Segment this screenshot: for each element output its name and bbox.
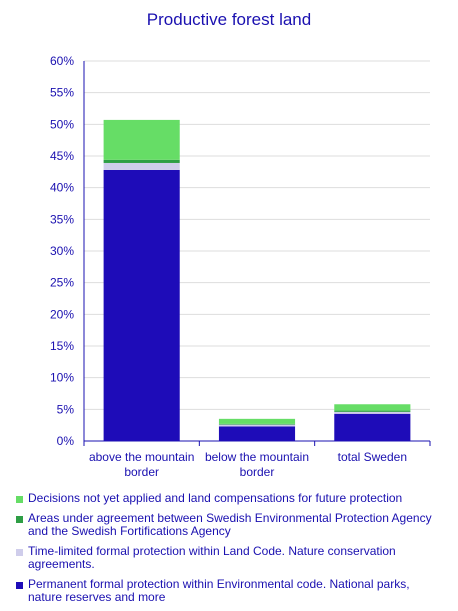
- y-tick-label: 55%: [50, 86, 74, 100]
- legend-item: Decisions not yet applied and land compe…: [16, 492, 446, 505]
- legend-item: Permanent formal protection within Envir…: [16, 578, 446, 604]
- legend-label: agreements.: [28, 557, 95, 571]
- y-tick-label: 50%: [50, 117, 74, 131]
- x-category-label: below the mountain: [205, 450, 309, 464]
- y-tick-label: 45%: [50, 149, 74, 163]
- legend-label: and the Swedish Fortifications Agency: [28, 524, 231, 538]
- x-category-label: above the mountain: [89, 450, 194, 464]
- bar-segment-1: [218, 426, 296, 441]
- x-category-label: border: [240, 465, 275, 479]
- bar-segment-3: [218, 423, 296, 425]
- bar-segment-4: [334, 404, 411, 411]
- legend-label: Permanent formal protection within Envir…: [28, 577, 410, 591]
- y-tick-label: 15%: [50, 339, 74, 353]
- legend-swatch: [16, 496, 23, 503]
- legend-swatch: [16, 582, 23, 589]
- y-tick-label: 40%: [50, 181, 74, 195]
- bar-segment-1: [334, 413, 411, 441]
- y-tick-label: 30%: [50, 244, 74, 258]
- bar-segment-1: [103, 169, 180, 441]
- bar-segment-2: [334, 411, 411, 414]
- y-tick-label: 25%: [50, 276, 74, 290]
- legend-item: Areas under agreement between Swedish En…: [16, 512, 446, 538]
- chart-title: Productive forest land: [146, 10, 312, 29]
- bar-segment-2: [218, 424, 296, 427]
- legend-label: Areas under agreement between Swedish En…: [28, 511, 432, 525]
- legend-label: nature reserves and more: [28, 590, 166, 604]
- y-tick-label: 10%: [50, 371, 74, 385]
- x-category-label: total Sweden: [338, 450, 407, 464]
- bar-segment-4: [218, 418, 296, 424]
- legend-swatch: [16, 549, 23, 556]
- x-category-label: border: [124, 465, 159, 479]
- chart-legend: Decisions not yet applied and land compe…: [16, 492, 446, 611]
- y-tick-label: 35%: [50, 212, 74, 226]
- legend-label: Decisions not yet applied and land compe…: [28, 491, 403, 505]
- y-tick-label: 20%: [50, 307, 74, 321]
- bar-segment-2: [103, 162, 180, 170]
- legend-swatch: [16, 516, 23, 523]
- stacked-bar-chart: 0% 5% 10% 15% 20% 25% 30% 35% 40% 45% 50% 55% 60% abo…: [50, 54, 431, 479]
- y-tick-label: 0%: [57, 434, 75, 448]
- y-tick-label: 5%: [57, 402, 75, 416]
- legend-label: Time-limited formal protection within La…: [28, 544, 396, 558]
- bar-segment-3: [334, 410, 411, 412]
- bar-segment-3: [103, 159, 180, 163]
- legend-item: Time-limited formal protection within La…: [16, 545, 446, 571]
- y-tick-label: 60%: [50, 54, 74, 68]
- bar-segment-4: [103, 119, 180, 160]
